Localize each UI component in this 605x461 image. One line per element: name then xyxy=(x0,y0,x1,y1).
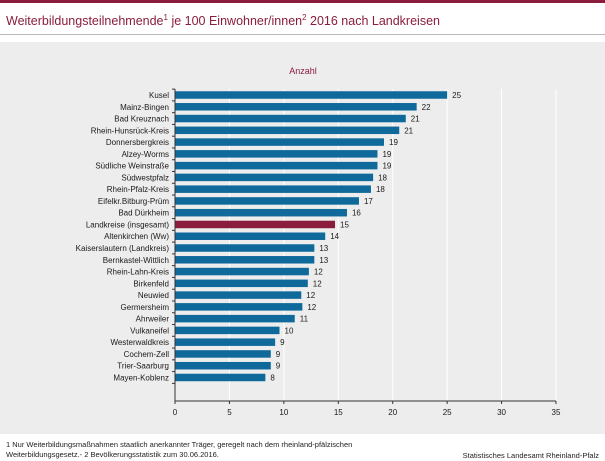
title-middle: je 100 Einwohner/innen xyxy=(167,14,303,29)
category-label: Rhein-Hunsrück-Kreis xyxy=(91,126,169,135)
category-label: Bad Dürkheim xyxy=(118,209,169,218)
title-divider xyxy=(0,34,605,35)
value-label: 9 xyxy=(276,362,281,371)
value-label: 16 xyxy=(352,209,361,218)
category-label: Trier-Saarburg xyxy=(117,362,169,371)
value-label: 15 xyxy=(340,220,349,229)
value-label: 17 xyxy=(364,197,373,206)
footnote: 1 Nur Weiterbildungsmaßnahmen staatlich … xyxy=(6,440,352,460)
x-tick-label: 0 xyxy=(173,408,178,417)
value-label: 13 xyxy=(319,244,328,253)
title-footnote-2: 2 xyxy=(302,13,307,22)
value-label: 9 xyxy=(280,338,285,347)
category-label: Rhein-Lahn-Kreis xyxy=(107,268,169,277)
category-label: Landkreise (insgesamt) xyxy=(86,220,169,229)
value-label: 9 xyxy=(276,350,281,359)
bar xyxy=(175,173,374,182)
bar xyxy=(175,91,448,99)
bar xyxy=(175,350,271,358)
bar xyxy=(175,244,315,252)
title-footnote-1: 1 xyxy=(163,13,168,22)
footnote-line-1: 1 Nur Weiterbildungsmaßnahmen staatlich … xyxy=(6,440,353,449)
category-label: Südwestpfalz xyxy=(121,173,169,182)
bar xyxy=(175,279,308,288)
category-label: Germersheim xyxy=(121,303,170,312)
value-label: 25 xyxy=(452,91,461,100)
bar xyxy=(175,114,406,123)
category-label: Birkenfeld xyxy=(133,279,169,288)
footnote-line-2: Weiterbildungsgesetz.- 2 Bevölkerungssta… xyxy=(6,450,219,459)
bar xyxy=(175,361,271,370)
category-label: Donnersbergkreis xyxy=(106,138,169,147)
category-label: Neuwied xyxy=(138,291,169,300)
value-label: 14 xyxy=(330,232,339,241)
category-label: Rhein-Pfalz-Kreis xyxy=(107,185,169,194)
category-label: Kusel xyxy=(149,91,169,100)
x-tick-label: 35 xyxy=(552,408,561,417)
title-end: 2016 nach Landkreisen xyxy=(306,14,440,29)
value-label: 8 xyxy=(270,373,275,382)
category-label: Mainz-Bingen xyxy=(120,103,169,112)
bar xyxy=(175,220,336,229)
unit-label: Anzahl xyxy=(289,66,317,76)
bar-chart: Anzahl Kusel 25 Mainz-Bingen 22 Bad Kreuznach… xyxy=(76,66,561,417)
category-label: Südliche Weinstraße xyxy=(95,162,169,171)
value-label: 10 xyxy=(285,326,294,335)
bar xyxy=(175,326,280,335)
bar xyxy=(175,232,326,240)
bar xyxy=(175,138,385,146)
value-label: 22 xyxy=(422,103,431,112)
value-label: 21 xyxy=(404,126,413,135)
category-label: Bernkastel-Wittlich xyxy=(103,256,169,265)
bar xyxy=(175,373,266,382)
value-label: 12 xyxy=(306,291,315,300)
category-label: Altenkirchen (Ww) xyxy=(104,232,169,241)
category-label: Kaiserslautern (Landkreis) xyxy=(76,244,170,253)
category-label: Eifelkr.Bitburg-Prüm xyxy=(98,197,169,206)
value-label: 19 xyxy=(382,162,391,171)
category-label: Westerwaldkreis xyxy=(110,338,169,347)
bar xyxy=(175,150,378,158)
bar xyxy=(175,126,400,135)
value-label: 13 xyxy=(319,256,328,265)
bar xyxy=(175,197,359,205)
source-note: Statistisches Landesamt Rheinland-Pfalz xyxy=(462,451,599,460)
x-tick-label: 15 xyxy=(334,408,343,417)
value-label: 12 xyxy=(307,303,316,312)
bar xyxy=(175,291,302,299)
value-label: 21 xyxy=(411,115,420,124)
title-main: Weiterbildungsteilnehmende xyxy=(6,14,164,29)
value-label: 12 xyxy=(313,279,322,288)
category-label: Vulkaneifel xyxy=(130,326,169,335)
value-label: 19 xyxy=(382,150,391,159)
bar xyxy=(175,185,371,193)
x-tick-label: 25 xyxy=(443,408,452,417)
bar xyxy=(175,161,378,170)
value-label: 11 xyxy=(300,315,309,324)
bar xyxy=(175,314,295,323)
value-label: 12 xyxy=(314,268,323,277)
category-label: Bad Kreuznach xyxy=(114,115,169,124)
x-tick-label: 20 xyxy=(388,408,397,417)
bar xyxy=(175,103,417,111)
chart-title: Weiterbildungsteilnehmende1 je 100 Einwo… xyxy=(6,13,440,28)
bar xyxy=(175,338,276,346)
x-tick-label: 30 xyxy=(497,408,506,417)
category-label: Cochem-Zell xyxy=(124,350,170,359)
category-label: Alzey-Worms xyxy=(122,150,169,159)
top-accent-line xyxy=(0,0,605,3)
value-label: 18 xyxy=(376,185,385,194)
bar xyxy=(175,267,309,276)
x-tick-label: 5 xyxy=(227,408,232,417)
category-label: Mayen-Koblenz xyxy=(113,373,169,382)
x-tick-label: 10 xyxy=(279,408,288,417)
bar xyxy=(175,256,315,264)
bar xyxy=(175,303,303,311)
category-label: Ahrweiler xyxy=(136,315,170,324)
value-label: 19 xyxy=(389,138,398,147)
bar xyxy=(175,208,347,217)
value-label: 18 xyxy=(378,173,387,182)
